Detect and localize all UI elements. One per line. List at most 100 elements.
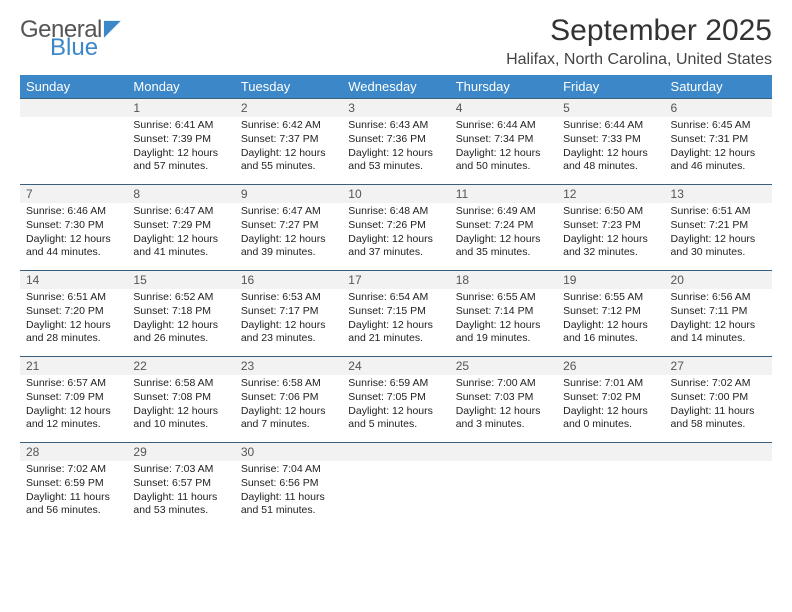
day-number-header: 19 [557, 271, 664, 289]
sunrise-line: Sunrise: 6:54 AM [348, 291, 443, 304]
daylight-line: Daylight: 12 hours and 0 minutes. [563, 405, 658, 431]
day-number-header: 26 [557, 357, 664, 375]
day-number-header: 21 [20, 357, 127, 375]
sunrise-line: Sunrise: 7:00 AM [456, 377, 551, 390]
calendar-header-row: SundayMondayTuesdayWednesdayThursdayFrid… [20, 75, 772, 99]
calendar-day-cell: 14Sunrise: 6:51 AMSunset: 7:20 PMDayligh… [20, 271, 127, 357]
weekday-header: Tuesday [235, 75, 342, 99]
daylight-line: Daylight: 12 hours and 28 minutes. [26, 319, 121, 345]
day-number-header: 23 [235, 357, 342, 375]
sunset-line: Sunset: 7:02 PM [563, 391, 658, 404]
calendar-day-cell: 26Sunrise: 7:01 AMSunset: 7:02 PMDayligh… [557, 357, 664, 443]
sunset-line: Sunset: 7:14 PM [456, 305, 551, 318]
day-number-header: 7 [20, 185, 127, 203]
sunset-line: Sunset: 6:59 PM [26, 477, 121, 490]
day-number-header: 18 [450, 271, 557, 289]
day-details: Sunrise: 7:00 AMSunset: 7:03 PMDaylight:… [450, 375, 557, 437]
calendar-day-cell: 24Sunrise: 6:59 AMSunset: 7:05 PMDayligh… [342, 357, 449, 443]
sunrise-line: Sunrise: 6:51 AM [671, 205, 766, 218]
day-number-header [557, 443, 664, 461]
sunrise-line: Sunrise: 6:45 AM [671, 119, 766, 132]
calendar-day-cell [450, 443, 557, 529]
day-number-header [342, 443, 449, 461]
daylight-line: Daylight: 12 hours and 30 minutes. [671, 233, 766, 259]
sunset-line: Sunset: 7:31 PM [671, 133, 766, 146]
calendar-day-cell: 20Sunrise: 6:56 AMSunset: 7:11 PMDayligh… [665, 271, 772, 357]
day-number-header: 15 [127, 271, 234, 289]
day-details: Sunrise: 6:59 AMSunset: 7:05 PMDaylight:… [342, 375, 449, 437]
sunset-line: Sunset: 7:03 PM [456, 391, 551, 404]
day-details: Sunrise: 7:02 AMSunset: 7:00 PMDaylight:… [665, 375, 772, 437]
day-number-header: 3 [342, 99, 449, 117]
day-number-header: 2 [235, 99, 342, 117]
day-details: Sunrise: 6:52 AMSunset: 7:18 PMDaylight:… [127, 289, 234, 351]
calendar-day-cell [557, 443, 664, 529]
sunset-line: Sunset: 7:20 PM [26, 305, 121, 318]
sunrise-line: Sunrise: 6:44 AM [456, 119, 551, 132]
calendar-day-cell: 5Sunrise: 6:44 AMSunset: 7:33 PMDaylight… [557, 99, 664, 185]
day-details: Sunrise: 7:04 AMSunset: 6:56 PMDaylight:… [235, 461, 342, 523]
sunrise-line: Sunrise: 6:52 AM [133, 291, 228, 304]
day-number-header: 14 [20, 271, 127, 289]
day-details: Sunrise: 6:57 AMSunset: 7:09 PMDaylight:… [20, 375, 127, 437]
sunrise-line: Sunrise: 6:58 AM [241, 377, 336, 390]
day-details: Sunrise: 6:47 AMSunset: 7:29 PMDaylight:… [127, 203, 234, 265]
logo-triangle-icon: ◤ [104, 17, 121, 39]
daylight-line: Daylight: 12 hours and 41 minutes. [133, 233, 228, 259]
sunrise-line: Sunrise: 6:44 AM [563, 119, 658, 132]
day-number-header: 29 [127, 443, 234, 461]
calendar-day-cell: 4Sunrise: 6:44 AMSunset: 7:34 PMDaylight… [450, 99, 557, 185]
header: General ◤ Blue September 2025 Halifax, N… [20, 14, 772, 69]
calendar-day-cell: 29Sunrise: 7:03 AMSunset: 6:57 PMDayligh… [127, 443, 234, 529]
sunrise-line: Sunrise: 6:47 AM [133, 205, 228, 218]
calendar-day-cell: 28Sunrise: 7:02 AMSunset: 6:59 PMDayligh… [20, 443, 127, 529]
sunset-line: Sunset: 7:37 PM [241, 133, 336, 146]
daylight-line: Daylight: 11 hours and 53 minutes. [133, 491, 228, 517]
day-number-header: 20 [665, 271, 772, 289]
daylight-line: Daylight: 12 hours and 3 minutes. [456, 405, 551, 431]
daylight-line: Daylight: 12 hours and 37 minutes. [348, 233, 443, 259]
sunrise-line: Sunrise: 7:02 AM [26, 463, 121, 476]
calendar-day-cell: 1Sunrise: 6:41 AMSunset: 7:39 PMDaylight… [127, 99, 234, 185]
day-details: Sunrise: 6:55 AMSunset: 7:14 PMDaylight:… [450, 289, 557, 351]
daylight-line: Daylight: 12 hours and 55 minutes. [241, 147, 336, 173]
sunrise-line: Sunrise: 6:59 AM [348, 377, 443, 390]
day-number-header: 13 [665, 185, 772, 203]
day-number-header: 24 [342, 357, 449, 375]
sunrise-line: Sunrise: 6:41 AM [133, 119, 228, 132]
sunrise-line: Sunrise: 6:55 AM [563, 291, 658, 304]
calendar-day-cell: 27Sunrise: 7:02 AMSunset: 7:00 PMDayligh… [665, 357, 772, 443]
sunrise-line: Sunrise: 7:03 AM [133, 463, 228, 476]
sunset-line: Sunset: 7:29 PM [133, 219, 228, 232]
day-number-header: 6 [665, 99, 772, 117]
day-details: Sunrise: 6:55 AMSunset: 7:12 PMDaylight:… [557, 289, 664, 351]
calendar-page: General ◤ Blue September 2025 Halifax, N… [0, 0, 792, 612]
day-details: Sunrise: 6:46 AMSunset: 7:30 PMDaylight:… [20, 203, 127, 265]
day-details: Sunrise: 7:03 AMSunset: 6:57 PMDaylight:… [127, 461, 234, 523]
calendar-day-cell: 15Sunrise: 6:52 AMSunset: 7:18 PMDayligh… [127, 271, 234, 357]
daylight-line: Daylight: 12 hours and 48 minutes. [563, 147, 658, 173]
sunrise-line: Sunrise: 7:02 AM [671, 377, 766, 390]
weekday-header: Sunday [20, 75, 127, 99]
sunrise-line: Sunrise: 6:56 AM [671, 291, 766, 304]
daylight-line: Daylight: 12 hours and 10 minutes. [133, 405, 228, 431]
sunset-line: Sunset: 7:36 PM [348, 133, 443, 146]
daylight-line: Daylight: 12 hours and 12 minutes. [26, 405, 121, 431]
calendar-body: 1Sunrise: 6:41 AMSunset: 7:39 PMDaylight… [20, 99, 772, 529]
daylight-line: Daylight: 12 hours and 19 minutes. [456, 319, 551, 345]
daylight-line: Daylight: 12 hours and 7 minutes. [241, 405, 336, 431]
weekday-header: Monday [127, 75, 234, 99]
sunset-line: Sunset: 7:05 PM [348, 391, 443, 404]
day-number-header: 10 [342, 185, 449, 203]
sunset-line: Sunset: 7:08 PM [133, 391, 228, 404]
calendar-day-cell: 21Sunrise: 6:57 AMSunset: 7:09 PMDayligh… [20, 357, 127, 443]
day-number-header: 22 [127, 357, 234, 375]
daylight-line: Daylight: 12 hours and 16 minutes. [563, 319, 658, 345]
sunset-line: Sunset: 7:26 PM [348, 219, 443, 232]
sunset-line: Sunset: 7:09 PM [26, 391, 121, 404]
calendar-day-cell: 12Sunrise: 6:50 AMSunset: 7:23 PMDayligh… [557, 185, 664, 271]
daylight-line: Daylight: 12 hours and 46 minutes. [671, 147, 766, 173]
day-details: Sunrise: 6:53 AMSunset: 7:17 PMDaylight:… [235, 289, 342, 351]
sunset-line: Sunset: 7:24 PM [456, 219, 551, 232]
title-block: September 2025 Halifax, North Carolina, … [506, 14, 772, 69]
